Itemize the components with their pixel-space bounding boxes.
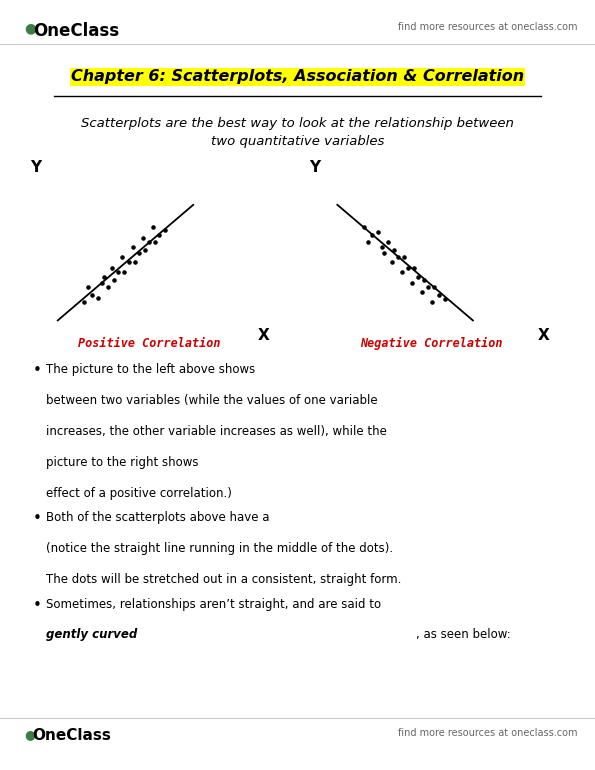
Text: increases, the other variable increases as well), while the: increases, the other variable increases …: [46, 425, 387, 438]
Text: •: •: [33, 363, 42, 378]
Text: Sometimes, relationships aren’t straight, and are said to: Sometimes, relationships aren’t straight…: [46, 598, 381, 611]
Text: Y: Y: [309, 160, 321, 175]
Text: ●: ●: [24, 22, 36, 35]
Text: X: X: [538, 328, 550, 343]
Text: OneClass: OneClass: [33, 728, 112, 742]
Text: Positive Correlation: Positive Correlation: [77, 337, 220, 350]
Text: effect of a positive correlation.): effect of a positive correlation.): [46, 487, 232, 500]
Text: two quantitative variables: two quantitative variables: [211, 135, 384, 148]
Text: gently curved: gently curved: [46, 628, 137, 641]
Text: , as seen below:: , as seen below:: [416, 628, 511, 641]
Text: (notice the straight line running in the middle of the dots).: (notice the straight line running in the…: [46, 542, 393, 555]
Text: find more resources at oneclass.com: find more resources at oneclass.com: [397, 22, 577, 32]
Text: OneClass: OneClass: [33, 22, 119, 39]
Text: find more resources at oneclass.com: find more resources at oneclass.com: [397, 728, 577, 738]
Text: Negative Correlation: Negative Correlation: [360, 337, 503, 350]
Text: •: •: [33, 511, 42, 526]
Text: The picture to the left above shows: The picture to the left above shows: [46, 363, 259, 377]
Text: between two variables (while the values of one variable: between two variables (while the values …: [46, 394, 378, 407]
Text: The dots will be stretched out in a consistent, straight form.: The dots will be stretched out in a cons…: [46, 573, 402, 586]
Text: ●: ●: [24, 728, 35, 741]
Text: picture to the right shows: picture to the right shows: [46, 456, 203, 469]
Text: Both of the scatterplots above have a: Both of the scatterplots above have a: [46, 511, 274, 524]
Text: •: •: [33, 598, 42, 612]
Text: Scatterplots are the best way to look at the relationship between: Scatterplots are the best way to look at…: [81, 117, 514, 130]
Text: X: X: [258, 328, 270, 343]
Text: Chapter 6: Scatterplots, Association & Correlation: Chapter 6: Scatterplots, Association & C…: [71, 69, 524, 85]
Text: Y: Y: [30, 160, 41, 175]
